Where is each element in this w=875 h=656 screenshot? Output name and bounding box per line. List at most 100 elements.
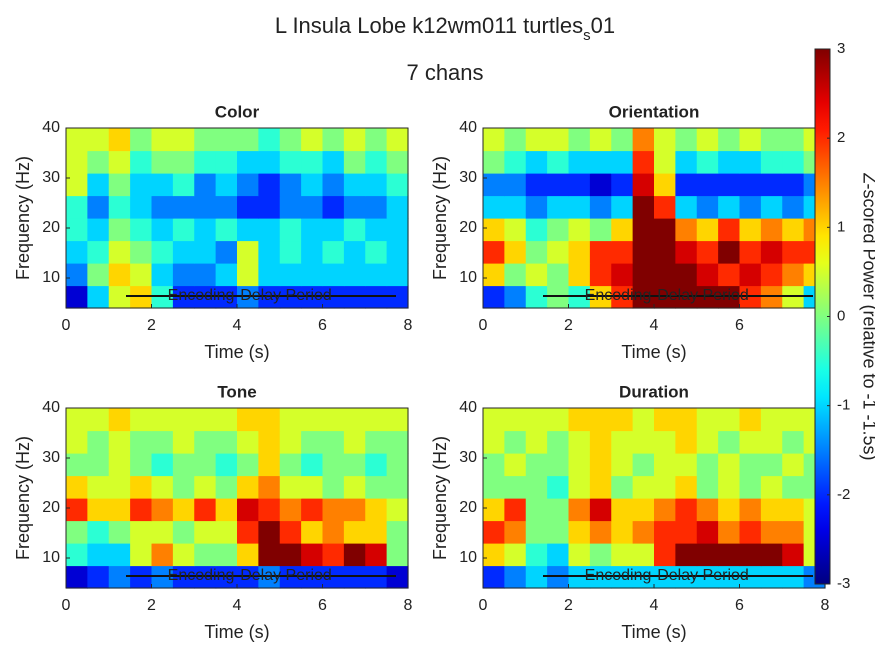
heatmap-cell: [365, 218, 388, 242]
heatmap-cell: [108, 285, 131, 309]
heatmap-cell: [322, 475, 345, 499]
heatmap-cell: [632, 173, 655, 197]
heatmap-cell: [343, 430, 366, 454]
heatmap-cell: [760, 408, 783, 432]
heatmap-cell: [568, 218, 591, 242]
heatmap-cell: [589, 565, 612, 589]
x-tick-label: 6: [318, 597, 327, 614]
heatmap-cell: [504, 565, 527, 589]
heatmap-cell: [172, 218, 195, 242]
heatmap-cell: [675, 263, 698, 287]
heatmap-cell: [365, 128, 388, 152]
heatmap-cell: [568, 408, 591, 432]
x-tick-label: 2: [147, 597, 156, 614]
heatmap-cell: [504, 285, 527, 309]
figure-subtitle: 7 chans: [406, 60, 483, 85]
heatmap-cell: [547, 543, 570, 567]
heatmap-cell: [675, 173, 698, 197]
heatmap-cell: [66, 195, 88, 219]
heatmap-cell: [760, 565, 783, 589]
x-tick-label: 4: [233, 597, 242, 614]
heatmap-cell: [386, 543, 409, 567]
x-tick-label: 2: [564, 597, 573, 614]
heatmap-cell: [343, 240, 366, 264]
heatmap-cell: [258, 128, 281, 152]
heatmap-cell: [675, 195, 698, 219]
heatmap-cell: [589, 263, 612, 287]
heatmap-cell: [279, 150, 302, 174]
heatmap-cell: [66, 218, 88, 242]
heatmap-cell: [237, 218, 259, 242]
heatmap-cell: [66, 263, 88, 287]
heatmap-cell: [108, 240, 131, 264]
heatmap-cell: [760, 195, 783, 219]
heatmap-cell: [568, 128, 591, 152]
heatmap-cell: [739, 150, 762, 174]
heatmap-cell: [760, 520, 783, 544]
heatmap-cell: [782, 285, 805, 309]
heatmap-cell: [258, 475, 281, 499]
y-tick-label: 40: [42, 399, 60, 416]
y-tick-label: 40: [42, 119, 60, 136]
heatmap-cell: [739, 475, 762, 499]
heatmap-cell: [279, 453, 302, 477]
x-tick-label: 2: [147, 317, 156, 334]
heatmap-cell: [151, 240, 174, 264]
heatmap-cell: [589, 218, 612, 242]
heatmap-cell: [301, 285, 324, 309]
heatmap-cell: [279, 263, 302, 287]
heatmap-cell: [568, 430, 591, 454]
heatmap-cell: [611, 150, 634, 174]
colorbar-tick-label: 0: [837, 307, 845, 324]
y-tick-label: 20: [42, 499, 60, 516]
heatmap-cell: [568, 150, 591, 174]
heatmap-cell: [108, 475, 131, 499]
heatmap-cell: [66, 565, 88, 589]
heatmap-cell: [568, 565, 591, 589]
heatmap-cell: [301, 408, 324, 432]
annotation: Encoding: [585, 287, 652, 304]
heatmap-cell: [87, 453, 110, 477]
heatmap-cell: [611, 475, 634, 499]
heatmap-cell: [87, 195, 110, 219]
x-tick-label: 8: [821, 597, 830, 614]
heatmap-cell: [322, 565, 345, 589]
heatmap-cell: [589, 408, 612, 432]
x-axis-label: Time (s): [204, 342, 269, 362]
heatmap-cell: [301, 543, 324, 567]
heatmap-cell: [386, 520, 409, 544]
heatmap-cell: [483, 408, 505, 432]
heatmap-cell: [739, 195, 762, 219]
heatmap-cell: [237, 285, 259, 309]
heatmap-cell: [696, 520, 719, 544]
heatmap-cell: [215, 565, 238, 589]
heatmap-cell: [525, 430, 548, 454]
heatmap-cell: [301, 263, 324, 287]
heatmap-cell: [696, 150, 719, 174]
heatmap-cell: [279, 240, 302, 264]
heatmap-cell: [237, 128, 259, 152]
heatmap-cell: [279, 543, 302, 567]
heatmap-cell: [611, 565, 634, 589]
heatmap-cell: [547, 240, 570, 264]
heatmap-cell: [215, 240, 238, 264]
heatmap-cell: [279, 218, 302, 242]
heatmap-cell: [172, 285, 195, 309]
heatmap-cell: [782, 150, 805, 174]
heatmap-cell: [525, 543, 548, 567]
heatmap-cell: [654, 195, 676, 219]
heatmap-cell: [108, 565, 131, 589]
heatmap-cell: [301, 240, 324, 264]
heatmap-cell: [568, 498, 591, 522]
heatmap-cell: [108, 453, 131, 477]
heatmap-cell: [108, 195, 131, 219]
heatmap-cell: [483, 453, 505, 477]
heatmap-cell: [504, 218, 527, 242]
heatmap-panel: Encoding Delay Period 0 2 4 6 8 10 20 30 40 Duratio…: [430, 382, 830, 641]
y-axis-label: Frequency (Hz): [13, 156, 33, 280]
heatmap-cell: [696, 128, 719, 152]
heatmap-cell: [675, 453, 698, 477]
heatmap-cell: [172, 565, 195, 589]
heatmap-cell: [130, 150, 153, 174]
heatmap-cell: [108, 263, 131, 287]
